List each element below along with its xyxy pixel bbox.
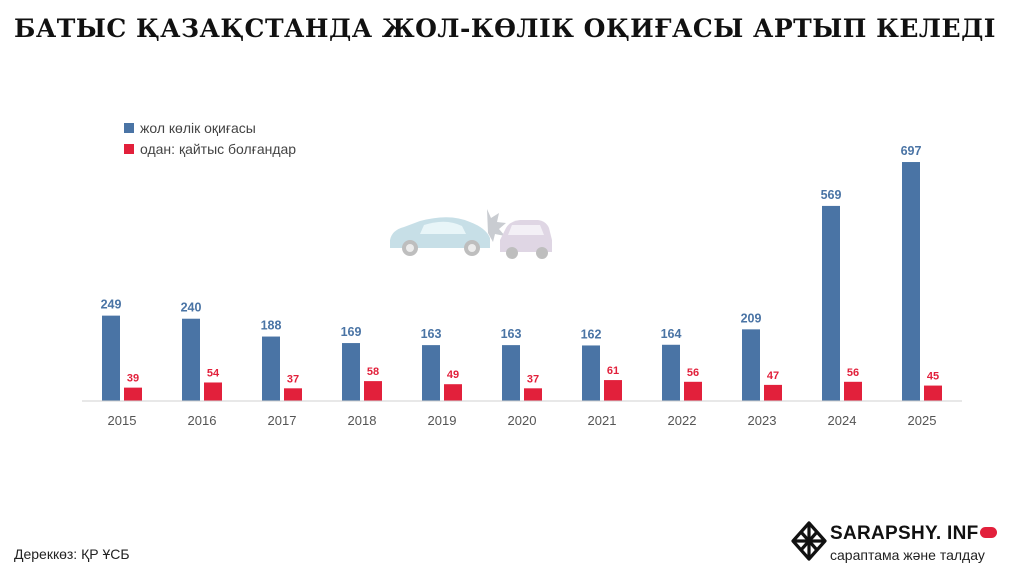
- x-tick-2016: 2016: [188, 413, 217, 428]
- label-accidents-2021: 162: [581, 327, 602, 341]
- bar-deaths-2022: [684, 381, 702, 401]
- bar-accidents-2020: [502, 345, 520, 401]
- knot-logo-icon: [791, 521, 827, 561]
- brand-lips-icon: [979, 527, 997, 538]
- label-deaths-2024: 56: [847, 367, 859, 379]
- label-accidents-2015: 249: [101, 298, 122, 312]
- bars-group: [102, 162, 942, 401]
- legend-swatch-accidents: [124, 123, 134, 133]
- bar-deaths-2020: [524, 388, 542, 401]
- label-deaths-2018: 58: [367, 366, 379, 378]
- legend-label-deaths: одан: қайтыс болғандар: [140, 141, 296, 157]
- legend-label-accidents: жол көлік оқиғасы: [140, 120, 256, 136]
- legend-swatch-deaths: [124, 144, 134, 154]
- x-tick-2020: 2020: [508, 413, 537, 428]
- label-deaths-2017: 37: [287, 373, 299, 385]
- x-tick-2022: 2022: [668, 413, 697, 428]
- bar-deaths-2016: [204, 382, 222, 401]
- source-note: Дереккөз: ҚР ҰСБ: [14, 546, 130, 562]
- bar-accidents-2021: [582, 345, 600, 401]
- label-accidents-2017: 188: [261, 319, 282, 333]
- brand-name-text: SARAPSHY. INF: [830, 523, 979, 544]
- x-tick-2024: 2024: [828, 413, 857, 428]
- label-accidents-2024: 569: [821, 188, 842, 202]
- label-deaths-2023: 47: [767, 370, 779, 382]
- x-tick-2021: 2021: [588, 413, 617, 428]
- x-tick-2015: 2015: [108, 413, 137, 428]
- bar-accidents-2018: [342, 343, 360, 401]
- bar-deaths-2023: [764, 384, 782, 401]
- label-deaths-2021: 61: [607, 365, 619, 377]
- bar-accidents-2023: [742, 329, 760, 401]
- legend: жол көлік оқиғасы одан: қайтыс болғандар: [124, 120, 296, 157]
- bar-deaths-2024: [844, 381, 862, 401]
- label-accidents-2020: 163: [501, 327, 522, 341]
- label-deaths-2025: 45: [927, 371, 939, 383]
- label-deaths-2015: 39: [127, 373, 139, 385]
- label-deaths-2016: 54: [207, 367, 220, 379]
- x-tick-2023: 2023: [748, 413, 777, 428]
- label-accidents-2019: 163: [421, 327, 442, 341]
- x-tick-2025: 2025: [908, 413, 937, 428]
- x-tick-2018: 2018: [348, 413, 377, 428]
- label-deaths-2019: 49: [447, 369, 459, 381]
- label-accidents-2016: 240: [181, 301, 202, 315]
- brand-tagline: сараптама және талдау: [830, 547, 985, 563]
- bar-deaths-2017: [284, 388, 302, 401]
- bar-accidents-2025: [902, 162, 920, 401]
- data-labels-group: 249 39 240 54 188 37 169 58 163 49 163 37 162 61 164 56…: [101, 144, 940, 385]
- brand-name: SARAPSHY. INF: [830, 523, 997, 545]
- label-accidents-2022: 164: [661, 327, 682, 341]
- bar-accidents-2015: [102, 315, 120, 401]
- bar-accidents-2016: [182, 318, 200, 401]
- label-deaths-2022: 56: [687, 367, 699, 379]
- label-accidents-2018: 169: [341, 325, 362, 339]
- bar-accidents-2019: [422, 345, 440, 401]
- bar-deaths-2018: [364, 381, 382, 401]
- x-tick-2019: 2019: [428, 413, 457, 428]
- label-deaths-2020: 37: [527, 373, 539, 385]
- chart-title: БАТЫС ҚАЗАҚСТАНДА ЖОЛ-КӨЛІК ОҚИҒАСЫ АРТЫ…: [14, 14, 996, 43]
- bar-accidents-2017: [262, 336, 280, 401]
- bar-deaths-2025: [924, 385, 942, 401]
- x-axis-ticks: 2015 2016 2017 2018 2019 2020 2021 2022 2023 2024…: [108, 413, 937, 428]
- bar-accidents-2022: [662, 344, 680, 401]
- brand-block: SARAPSHY. INF сараптама және талдау: [790, 520, 1020, 570]
- bar-deaths-2019: [444, 384, 462, 401]
- x-tick-2017: 2017: [268, 413, 297, 428]
- label-accidents-2023: 209: [741, 311, 762, 325]
- car-crash-icon: [390, 209, 552, 259]
- label-accidents-2025: 697: [901, 144, 922, 158]
- bar-accidents-2024: [822, 205, 840, 401]
- bar-deaths-2015: [124, 387, 142, 401]
- bar-deaths-2021: [604, 380, 622, 401]
